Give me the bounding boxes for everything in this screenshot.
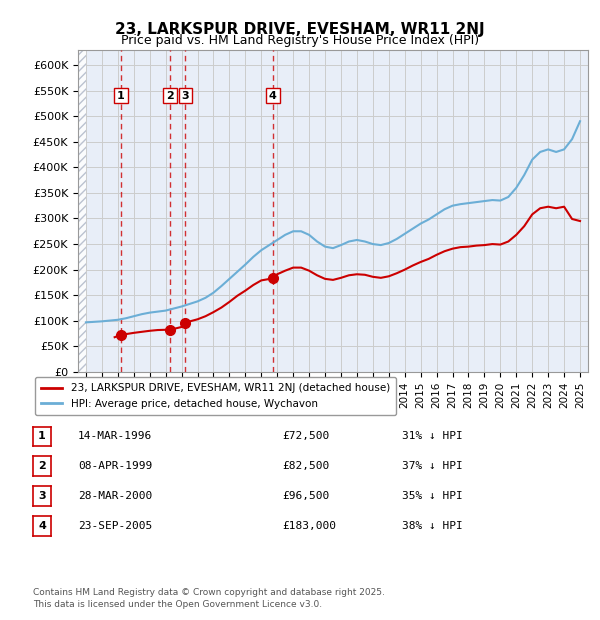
Legend: 23, LARKSPUR DRIVE, EVESHAM, WR11 2NJ (detached house), HPI: Average price, deta: 23, LARKSPUR DRIVE, EVESHAM, WR11 2NJ (d… [35,377,396,415]
Text: 1: 1 [38,432,46,441]
Text: 14-MAR-1996: 14-MAR-1996 [78,432,152,441]
Text: 23-SEP-2005: 23-SEP-2005 [78,521,152,531]
Text: 1: 1 [117,91,125,100]
Text: £183,000: £183,000 [282,521,336,531]
Text: 08-APR-1999: 08-APR-1999 [78,461,152,471]
Text: 2: 2 [166,91,174,100]
Text: £82,500: £82,500 [282,461,329,471]
Text: 23, LARKSPUR DRIVE, EVESHAM, WR11 2NJ: 23, LARKSPUR DRIVE, EVESHAM, WR11 2NJ [115,22,485,37]
Text: 2: 2 [38,461,46,471]
Bar [78,50,86,372]
Text: 3: 3 [181,91,189,100]
Text: Price paid vs. HM Land Registry's House Price Index (HPI): Price paid vs. HM Land Registry's House … [121,34,479,47]
Text: 35% ↓ HPI: 35% ↓ HPI [402,491,463,501]
Bar [78,50,86,372]
Text: 38% ↓ HPI: 38% ↓ HPI [402,521,463,531]
Text: 28-MAR-2000: 28-MAR-2000 [78,491,152,501]
Text: Contains HM Land Registry data © Crown copyright and database right 2025.: Contains HM Land Registry data © Crown c… [33,588,385,597]
Text: 37% ↓ HPI: 37% ↓ HPI [402,461,463,471]
Text: £96,500: £96,500 [282,491,329,501]
Text: 4: 4 [38,521,46,531]
Text: 3: 3 [38,491,46,501]
Text: 4: 4 [269,91,277,100]
Text: This data is licensed under the Open Government Licence v3.0.: This data is licensed under the Open Gov… [33,600,322,609]
Text: 31% ↓ HPI: 31% ↓ HPI [402,432,463,441]
Text: £72,500: £72,500 [282,432,329,441]
